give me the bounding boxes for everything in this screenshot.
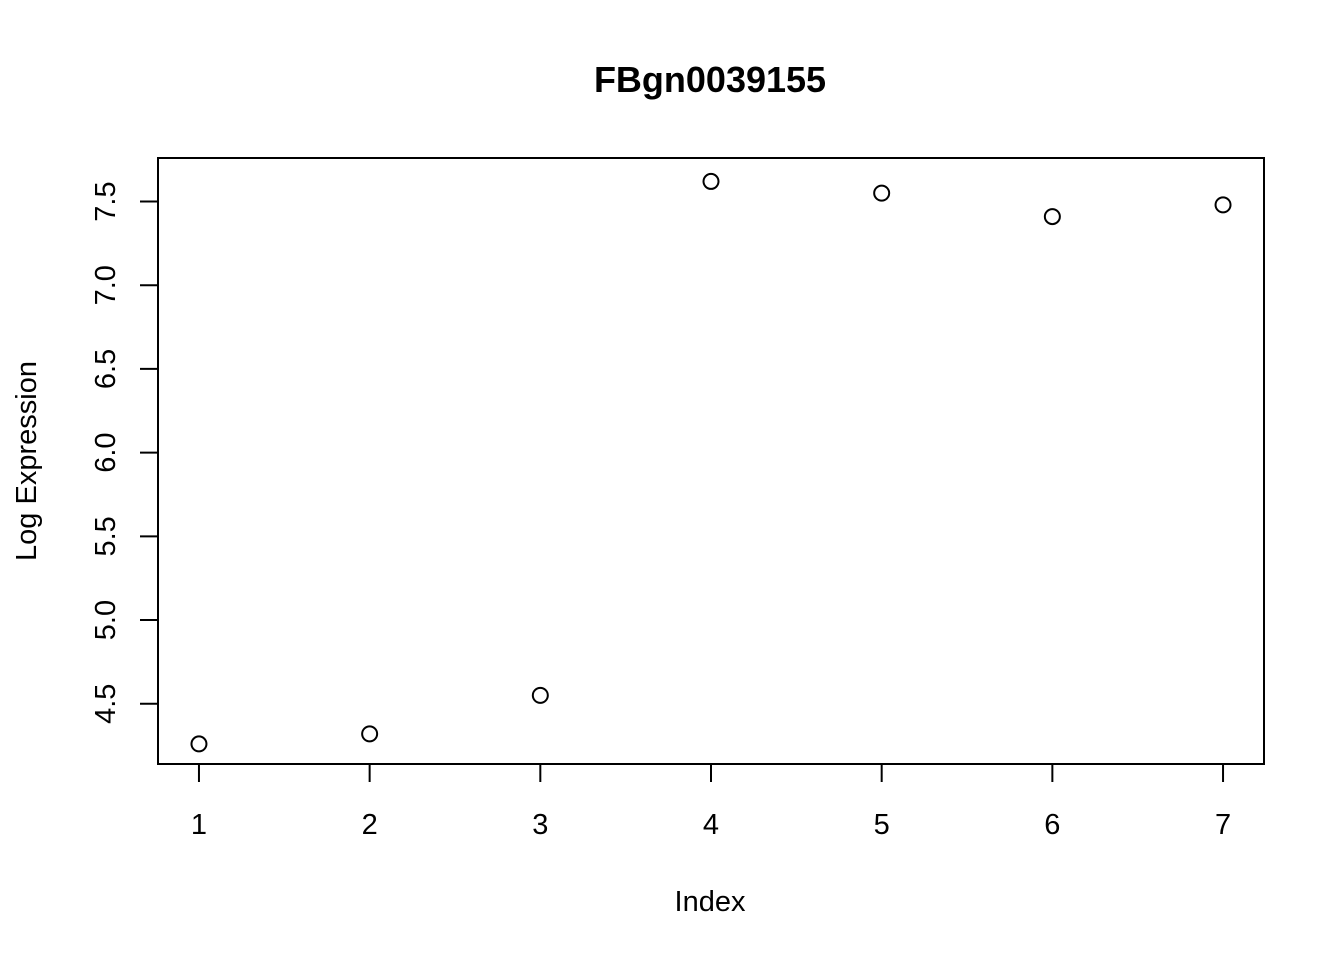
y-axis: 4.5 5.0 5.5 6.0 6.5 7.0 7.5 xyxy=(90,181,159,724)
y-tick-label: 5.5 xyxy=(90,516,122,556)
y-tick-label: 4.5 xyxy=(90,684,122,724)
data-point xyxy=(873,184,891,202)
y-tick-label: 6.0 xyxy=(90,432,122,472)
x-tick-label: 7 xyxy=(1215,809,1231,841)
y-tick-label: 7.5 xyxy=(90,181,122,221)
chart-title: FBgn0039155 xyxy=(594,59,826,100)
data-point xyxy=(1043,208,1061,226)
x-tick-label: 4 xyxy=(703,809,719,841)
y-tick-label: 5.0 xyxy=(90,600,122,640)
x-tick-label: 1 xyxy=(191,809,207,841)
x-tick-label: 6 xyxy=(1044,809,1060,841)
x-axis: 1 2 3 4 5 6 7 xyxy=(191,763,1231,841)
plot-frame xyxy=(157,157,1265,765)
data-point xyxy=(702,172,720,190)
y-axis-label: Log Expression xyxy=(11,361,43,561)
x-axis-label: Index xyxy=(675,886,746,918)
x-tick-label: 5 xyxy=(874,809,890,841)
data-points xyxy=(190,172,1232,753)
x-tick-label: 2 xyxy=(362,809,378,841)
y-tick-label: 7.0 xyxy=(90,265,122,305)
y-tick-label: 6.5 xyxy=(90,349,122,389)
x-tick-label: 3 xyxy=(532,809,548,841)
data-point xyxy=(1214,196,1232,214)
data-point xyxy=(190,735,208,753)
data-point xyxy=(531,686,549,704)
data-point xyxy=(361,725,379,743)
